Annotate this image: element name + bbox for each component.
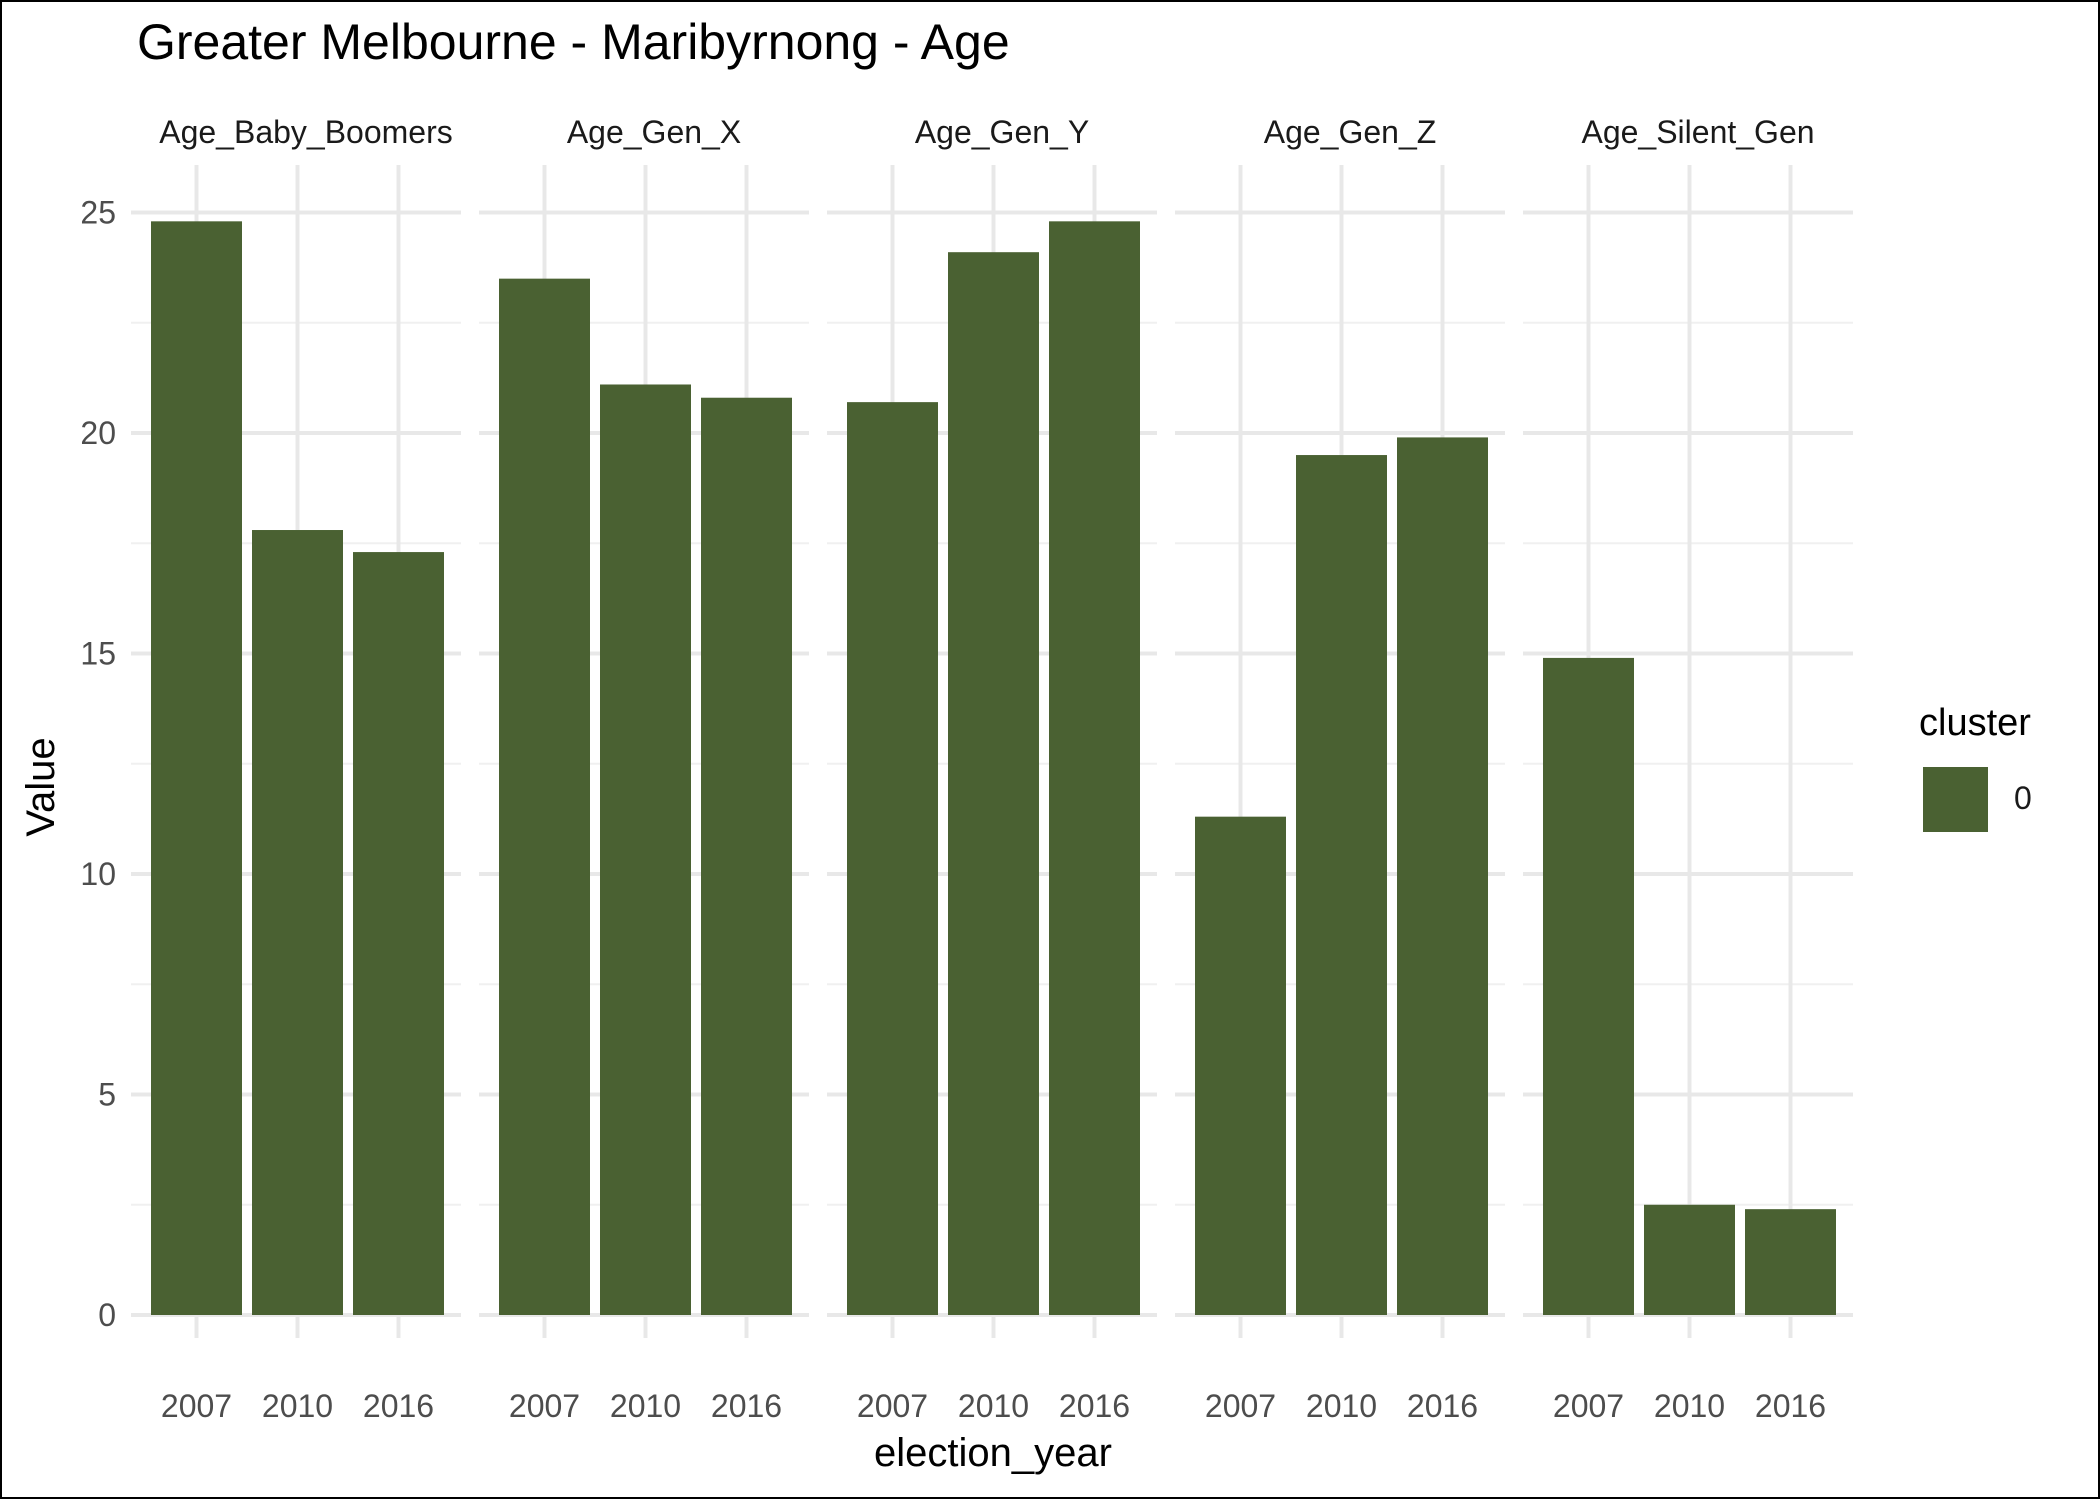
legend: cluster 0	[1919, 702, 2032, 832]
x-tick-label: 2016	[1059, 1388, 1130, 1424]
bar	[1543, 657, 1634, 1315]
x-tick-label: 2007	[1553, 1388, 1624, 1424]
y-tick-label: 10	[80, 856, 116, 892]
bar	[252, 530, 343, 1315]
facet-strip-label: Age_Gen_Y	[915, 114, 1089, 150]
x-tick-label: 2016	[711, 1388, 782, 1424]
legend-label: 0	[2014, 780, 2032, 816]
x-tick-label: 2007	[857, 1388, 928, 1424]
x-tick-label: 2016	[1755, 1388, 1826, 1424]
bar	[600, 384, 691, 1315]
x-tick-label: 2010	[1306, 1388, 1377, 1424]
bar	[1745, 1209, 1836, 1315]
legend-swatch	[1923, 767, 1988, 832]
facet-strip-label: Age_Silent_Gen	[1581, 114, 1814, 150]
y-axis-label: Value	[19, 737, 63, 836]
x-tick-label: 2010	[610, 1388, 681, 1424]
x-tick-label: 2016	[1407, 1388, 1478, 1424]
bar	[1296, 455, 1387, 1315]
y-tick-label: 0	[98, 1297, 116, 1333]
facet-panels: 2007 2010 2016 Age_Baby_Boomers 2007 2010 2016…	[131, 114, 1853, 1424]
facet-panel: 2007 2010 2016 Age_Gen_Y	[827, 114, 1157, 1424]
x-tick-label: 2007	[509, 1388, 580, 1424]
legend-title: cluster	[1919, 702, 2031, 744]
bar	[151, 221, 242, 1315]
bar	[948, 252, 1039, 1316]
facet-strip-label: Age_Gen_X	[567, 114, 741, 150]
bar	[353, 552, 444, 1315]
x-tick-label: 2016	[363, 1388, 434, 1424]
bar	[499, 278, 590, 1315]
bar	[1195, 816, 1286, 1315]
y-tick-label: 15	[80, 636, 116, 672]
x-tick-label: 2010	[1654, 1388, 1725, 1424]
x-tick-label: 2010	[958, 1388, 1029, 1424]
x-axis-label: election_year	[874, 1431, 1112, 1475]
facet-strip-label: Age_Baby_Boomers	[159, 114, 453, 150]
x-tick-label: 2010	[262, 1388, 333, 1424]
facet-strip-label: Age_Gen_Z	[1264, 114, 1437, 150]
facet-panel: 2007 2010 2016 Age_Gen_X	[479, 114, 809, 1424]
x-tick-label: 2007	[161, 1388, 232, 1424]
bar	[1049, 221, 1140, 1315]
bar	[1644, 1204, 1735, 1315]
facet-panel: 2007 2010 2016 Age_Baby_Boomers	[131, 114, 461, 1424]
bar	[1397, 437, 1488, 1315]
y-tick-label: 5	[98, 1077, 116, 1113]
y-tick-label: 20	[80, 415, 116, 451]
facet-panel: 2007 2010 2016 Age_Gen_Z	[1175, 114, 1505, 1424]
chart-title: Greater Melbourne - Maribyrnong - Age	[137, 14, 1010, 70]
facet-panel: 2007 2010 2016 Age_Silent_Gen	[1523, 114, 1853, 1424]
bar	[701, 397, 792, 1316]
y-tick-label: 25	[80, 195, 116, 231]
bar	[847, 402, 938, 1315]
x-tick-label: 2007	[1205, 1388, 1276, 1424]
y-axis: 0 5 10 15 20 25	[80, 195, 116, 1334]
